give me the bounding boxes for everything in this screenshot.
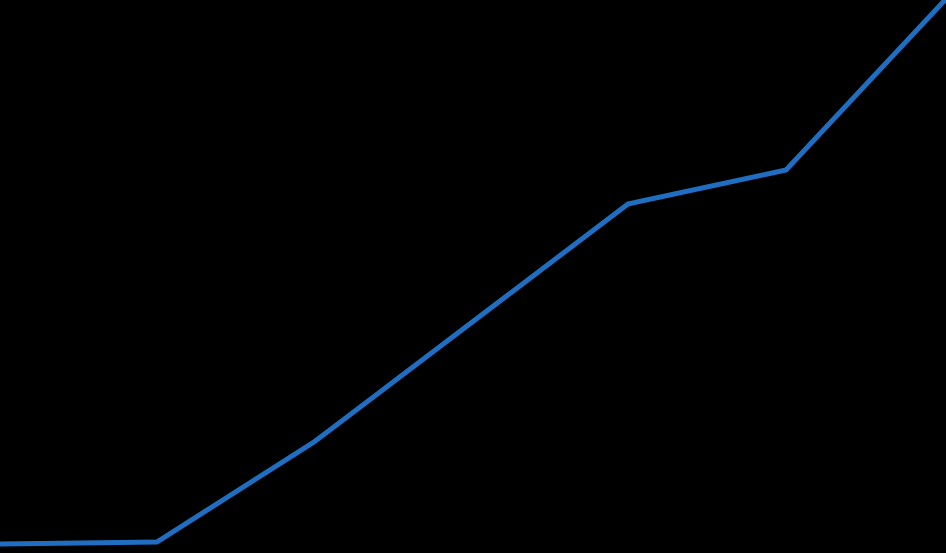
line-chart — [0, 0, 946, 553]
chart-svg — [0, 0, 946, 553]
chart-background — [0, 0, 946, 553]
